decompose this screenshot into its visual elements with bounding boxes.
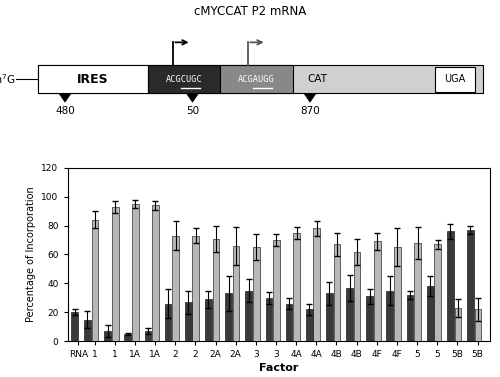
Bar: [92, 220, 98, 341]
Bar: [354, 251, 360, 341]
Bar: [286, 303, 292, 341]
Text: CAT: CAT: [308, 74, 328, 84]
Polygon shape: [186, 93, 198, 102]
Bar: [334, 244, 340, 341]
Bar: [427, 286, 434, 341]
Bar: [38, 65, 148, 93]
Bar: [394, 247, 401, 341]
Bar: [454, 308, 461, 341]
Bar: [366, 296, 373, 341]
Bar: [144, 331, 152, 341]
Bar: [212, 239, 220, 341]
Bar: [414, 243, 421, 341]
Bar: [326, 293, 332, 341]
Text: m$^7$G: m$^7$G: [0, 72, 15, 86]
Text: 50: 50: [186, 106, 199, 116]
Y-axis label: Percentage of Incorporation: Percentage of Incorporation: [26, 187, 36, 322]
Bar: [172, 236, 179, 341]
Text: ACGCUGC: ACGCUGC: [166, 75, 202, 84]
Text: IRES: IRES: [76, 73, 108, 86]
Bar: [273, 240, 280, 341]
Bar: [435, 67, 475, 92]
X-axis label: Factor: Factor: [259, 363, 298, 373]
Bar: [266, 298, 272, 341]
Bar: [152, 205, 159, 341]
Bar: [164, 303, 172, 341]
Bar: [346, 288, 353, 341]
Bar: [192, 236, 199, 341]
Bar: [72, 312, 78, 341]
Bar: [246, 291, 252, 341]
Bar: [38, 65, 482, 93]
Bar: [406, 295, 414, 341]
Polygon shape: [59, 93, 71, 102]
Bar: [185, 302, 192, 341]
Bar: [374, 242, 380, 341]
Text: cMYCCAT P2 mRNA: cMYCCAT P2 mRNA: [194, 5, 306, 18]
Bar: [253, 247, 260, 341]
Bar: [205, 299, 212, 341]
Bar: [474, 310, 482, 341]
Bar: [447, 231, 454, 341]
Bar: [124, 334, 131, 341]
Bar: [233, 246, 239, 341]
Bar: [306, 310, 312, 341]
Bar: [467, 230, 474, 341]
Bar: [84, 320, 91, 341]
Text: 480: 480: [55, 106, 75, 116]
Text: 870: 870: [300, 106, 320, 116]
Bar: [386, 291, 393, 341]
Bar: [112, 207, 118, 341]
Bar: [225, 293, 232, 341]
Text: ACGAUGG: ACGAUGG: [238, 75, 275, 84]
Polygon shape: [304, 93, 316, 102]
Bar: [220, 65, 292, 93]
Bar: [314, 228, 320, 341]
Bar: [104, 331, 111, 341]
Bar: [132, 204, 138, 341]
Bar: [434, 244, 441, 341]
Bar: [148, 65, 220, 93]
Text: UGA: UGA: [444, 74, 466, 84]
Bar: [293, 233, 300, 341]
